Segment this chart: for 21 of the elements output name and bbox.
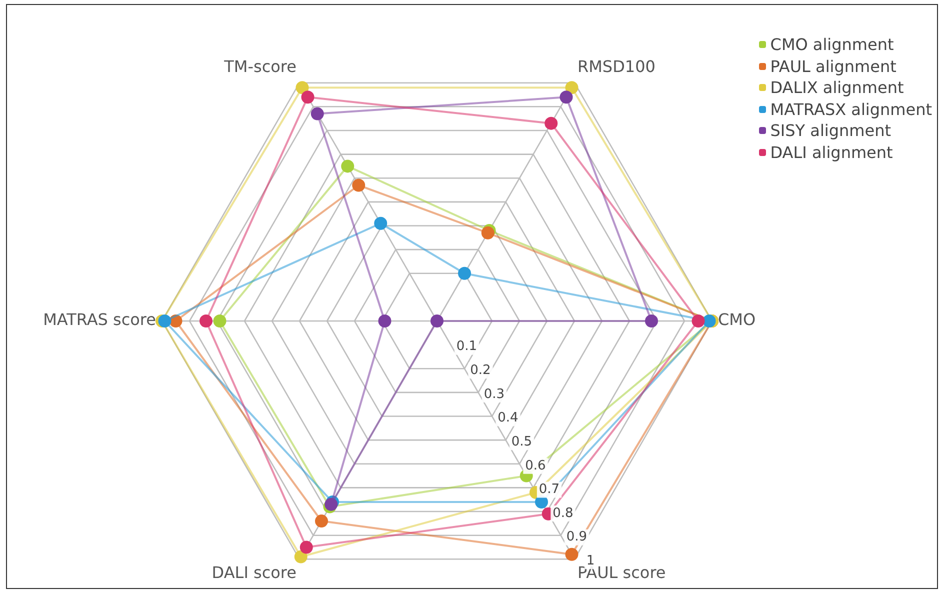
legend-label: DALI alignment (770, 142, 893, 163)
spoke-label: DALI score (212, 563, 296, 582)
spoke-label: TM-score (223, 57, 296, 76)
y-tick-label: 0.1 (456, 339, 478, 354)
y-tick-label: 0.5 (511, 434, 532, 450)
legend-label: PAUL alignment (770, 56, 896, 77)
spoke-label: CMO (718, 310, 756, 330)
legend-label: CMO alignment (770, 34, 894, 56)
y-tick-label: 0.6 (525, 458, 546, 474)
y-tick-label: 0.9 (566, 530, 588, 545)
y-tick-label: 0.3 (484, 386, 505, 402)
y-tick-label: 0.7 (538, 482, 560, 498)
spoke-label: MATRAS score (43, 310, 156, 330)
y-tick-label: 0.8 (552, 506, 574, 521)
y-tick-label: 0.4 (498, 410, 518, 426)
y-tick-label: 1 (586, 554, 595, 569)
y-tick-label: 0.2 (470, 363, 491, 378)
legend-label: DALIX alignment (770, 77, 904, 98)
spoke-label: RMSD100 (578, 57, 656, 76)
legend-label: MATRASX alignment (770, 98, 932, 120)
legend-label: SISY alignment (770, 120, 891, 142)
